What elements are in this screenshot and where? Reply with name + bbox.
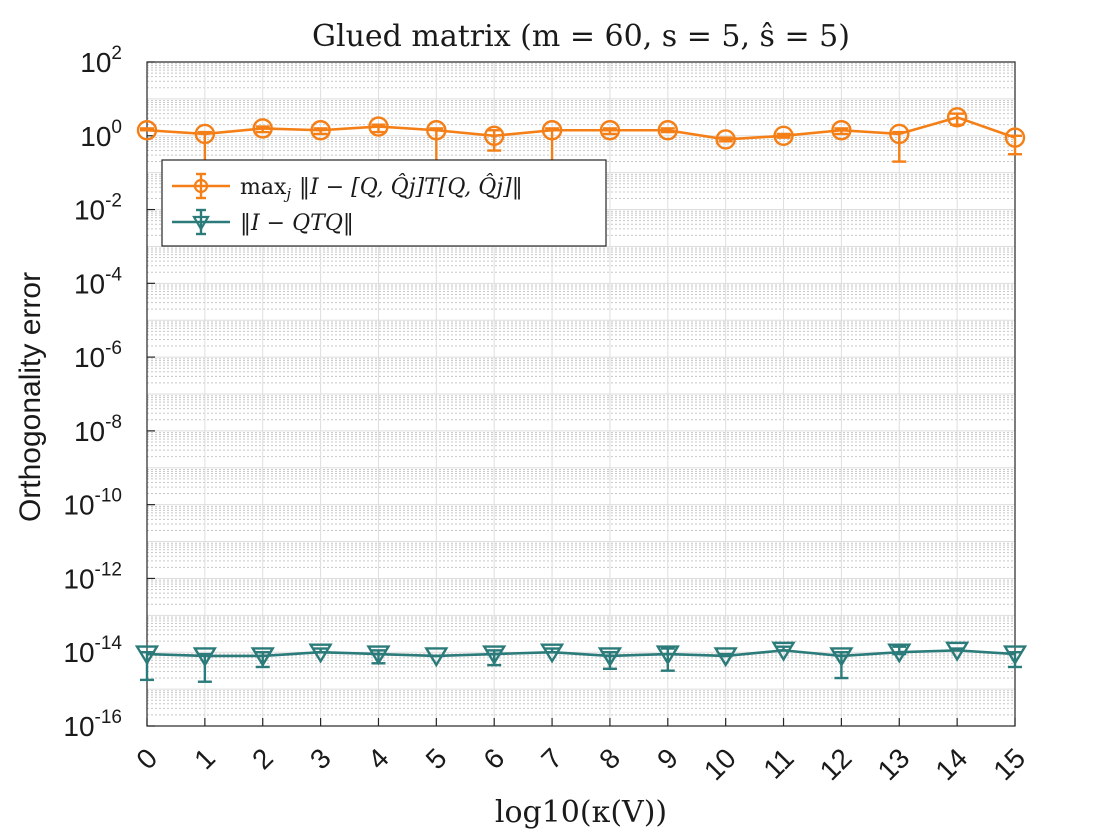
y-tick-label: 10-2 xyxy=(74,191,122,226)
data-point xyxy=(889,123,910,145)
legend-box xyxy=(161,159,607,247)
data-point xyxy=(771,641,796,662)
data-point xyxy=(655,645,680,666)
y-tick-label: 100 xyxy=(80,117,122,152)
data-point xyxy=(539,643,565,664)
data-point xyxy=(484,125,505,146)
data-point xyxy=(599,120,621,141)
series-2 xyxy=(134,641,1028,683)
data-point xyxy=(657,120,678,141)
data-point xyxy=(252,118,273,139)
chart-title: Glued matrix (m = 60, s = 5, ŝ = 5) xyxy=(312,19,850,54)
data-point xyxy=(308,643,333,664)
data-point xyxy=(715,129,736,150)
data-point xyxy=(134,645,160,666)
data-point xyxy=(541,120,563,141)
data-point xyxy=(713,647,738,668)
series-layer xyxy=(134,107,1028,683)
data-point xyxy=(945,641,970,662)
y-tick-label: 10-8 xyxy=(74,412,122,447)
data-point xyxy=(194,123,216,145)
plot-frame xyxy=(146,61,1016,727)
data-point xyxy=(424,647,449,668)
data-point xyxy=(946,107,968,128)
data-point xyxy=(192,647,217,668)
data-point xyxy=(887,643,912,664)
data-point xyxy=(136,120,158,141)
legend-label-2: ‖I − QTQ‖ xyxy=(240,211,354,236)
data-point xyxy=(773,125,794,146)
series-line xyxy=(146,115,1016,141)
y-tick-label: 10-6 xyxy=(74,338,122,373)
y-axis-label: Orthogonality error xyxy=(14,272,47,522)
y-axis: 102 100 10-2 10-4 10-6 10-8 10-10 10-12 10-14 10-… xyxy=(63,43,155,742)
legend: maxj ‖I − [Q, Q̂j]T[Q, Q̂j]‖ ‖I − QTQ‖ xyxy=(161,159,607,247)
data-point xyxy=(482,645,507,666)
data-point xyxy=(831,120,852,141)
legend-label-1: maxj ‖I − [Q, Q̂j]T[Q, Q̂j]‖ xyxy=(240,174,523,203)
data-point xyxy=(1004,127,1026,148)
y-tick-label: 10-4 xyxy=(74,264,122,299)
y-tick-label: 102 xyxy=(80,43,122,78)
y-tick-label: 10-16 xyxy=(63,707,122,742)
data-point xyxy=(426,120,447,141)
data-point xyxy=(829,647,854,668)
data-point xyxy=(368,116,389,137)
series-line xyxy=(146,649,1016,658)
data-point xyxy=(250,647,275,668)
data-point xyxy=(597,647,623,668)
data-point xyxy=(366,645,391,666)
data-point xyxy=(1002,645,1028,666)
legend-marker-1 xyxy=(193,178,209,194)
y-tick-label: 10-14 xyxy=(63,633,122,668)
x-axis-label: log10(κ(V)) xyxy=(495,795,667,830)
y-tick-label: 10-10 xyxy=(63,486,122,521)
data-point xyxy=(310,120,331,141)
y-tick-label: 10-12 xyxy=(63,559,122,594)
legend-marker-2 xyxy=(192,215,210,232)
